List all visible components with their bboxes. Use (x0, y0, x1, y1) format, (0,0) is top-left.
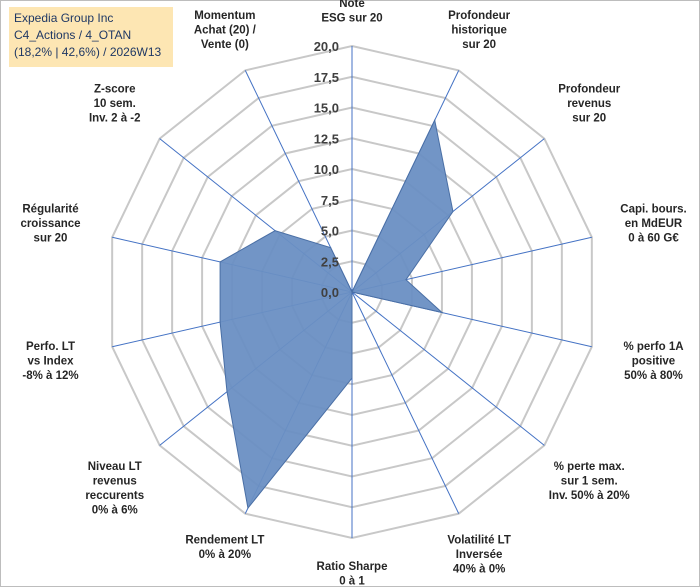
axis-label: Note ESG sur 20 (321, 0, 382, 25)
axis-label-line: 40% à 0% (453, 564, 505, 576)
axis-spoke (351, 291, 460, 514)
tick-label: 7,5 (321, 193, 339, 208)
series-point (219, 321, 221, 323)
axis-label-line: 0% à 6% (92, 504, 138, 516)
tick-label: 17,5 (314, 70, 339, 85)
axis-label-line: Inv. 50% à 20% (549, 490, 630, 502)
series-point (274, 230, 276, 232)
axis-label: Profondeur revenus sur 20 (558, 84, 620, 125)
tick-label: 15,0 (314, 101, 339, 116)
axis-label-line: sur 1 sem. (561, 475, 618, 487)
tick-label: 0,0 (321, 285, 339, 300)
axis-label: Perfo. LT vs Index -8% à 12% (22, 341, 78, 382)
axis-label: Rendement LT 0% à 20% (185, 535, 264, 562)
radar-axis-labels: Note ESG sur 20 Profondeur historique sur 20… (20, 0, 686, 587)
axis-label-line: historique (451, 24, 507, 36)
axis-label-line: Régularité (22, 203, 78, 215)
series-point (405, 279, 407, 281)
axis-label-line: Note (339, 0, 365, 10)
radar-series (219, 118, 454, 510)
axis-label-line: Achat (20) / (194, 24, 257, 36)
title-stats: (18,2% | 42,6%) / 2026W13 (14, 45, 162, 59)
radar-tick-labels: 0,0 2,5 5,0 7,5 10,0 12,5 15,0 17,5 20,0 (314, 39, 339, 300)
axis-label-line: 0% à 20% (199, 549, 251, 561)
axis-label-line: -8% à 12% (22, 370, 78, 382)
series-point (351, 377, 353, 379)
axis-label-line: Profondeur (448, 10, 510, 22)
axis-label: Niveau LT revenus reccurents 0% à 6% (85, 461, 144, 516)
tick-label: 20,0 (314, 39, 339, 54)
tick-label: 10,0 (314, 162, 339, 177)
axis-label-line: Ratio Sharpe (317, 561, 388, 573)
axis-label: Capi. bours. en MdEUR 0 à 60 G€ (620, 203, 686, 244)
axis-label-line: Rendement LT (185, 535, 264, 547)
series-point (351, 291, 353, 293)
axis-label-line: revenus (93, 475, 137, 487)
axis-label-line: reccurents (85, 490, 144, 502)
axis-label-line: Profondeur (558, 84, 620, 96)
tick-label: 5,0 (321, 224, 339, 239)
axis-label-line: Perfo. LT (26, 341, 75, 353)
axis-label: Régularité croissance sur 20 (20, 203, 80, 244)
tick-label: 12,5 (314, 131, 339, 146)
axis-label-line: positive (632, 356, 675, 368)
title-company: Expedia Group Inc (14, 11, 114, 25)
axis-label-line: sur 20 (572, 113, 606, 125)
axis-label: Momentum Achat (20) / Vente (0) (194, 10, 257, 51)
axis-label: Profondeur historique sur 20 (448, 10, 510, 51)
axis-label-line: Inversée (456, 549, 503, 561)
axis-label-line: 50% à 80% (624, 370, 683, 382)
axis-label-line: ESG sur 20 (321, 13, 382, 25)
series-point (226, 391, 228, 393)
series-point (434, 119, 436, 121)
axis-label: Z-score 10 sem. Inv. 2 à -2 (89, 84, 141, 125)
axis-label-line: Z-score (94, 84, 136, 96)
axis-label-line: 0 à 60 G€ (628, 232, 679, 244)
axis-label: % perte max. sur 1 sem. Inv. 50% à 20% (549, 461, 630, 502)
axis-label: Volatilité LT Inversée 40% à 0% (447, 535, 510, 576)
title-category: C4_Actions / 4_OTAN (14, 28, 132, 42)
series-point (441, 312, 443, 314)
axis-label-line: vs Index (27, 356, 74, 368)
axis-label-line: % perfo 1A (623, 341, 683, 353)
axis-label-line: Inv. 2 à -2 (89, 113, 141, 125)
axis-label-line: sur 20 (34, 232, 68, 244)
series-point (330, 247, 332, 249)
tick-label: 2,5 (321, 254, 339, 269)
axis-label-line: 10 sem. (94, 98, 136, 110)
axis-label-line: Momentum (194, 10, 255, 22)
axis-label-line: croissance (20, 218, 80, 230)
series-point (219, 261, 221, 263)
series-point (452, 210, 454, 212)
axis-label-line: sur 20 (462, 39, 496, 51)
axis-label: % perfo 1A positive 50% à 80% (623, 341, 683, 382)
chart-title-box: Expedia Group Inc C4_Actions / 4_OTAN (1… (9, 7, 173, 67)
series-point (247, 507, 249, 509)
axis-label-line: Volatilité LT (447, 535, 510, 547)
series-area (219, 118, 454, 510)
axis-spoke (351, 291, 545, 446)
axis-label-line: Capi. bours. (620, 203, 686, 215)
axis-label-line: 0 à 1 (339, 576, 365, 587)
axis-label-line: revenus (567, 98, 611, 110)
axis-label-line: Vente (0) (201, 39, 249, 51)
axis-label-line: Niveau LT (88, 461, 142, 473)
axis-label-line: en MdEUR (625, 218, 683, 230)
axis-label: Ratio Sharpe 0 à 1 (317, 561, 388, 587)
axis-label-line: % perte max. (554, 461, 625, 473)
